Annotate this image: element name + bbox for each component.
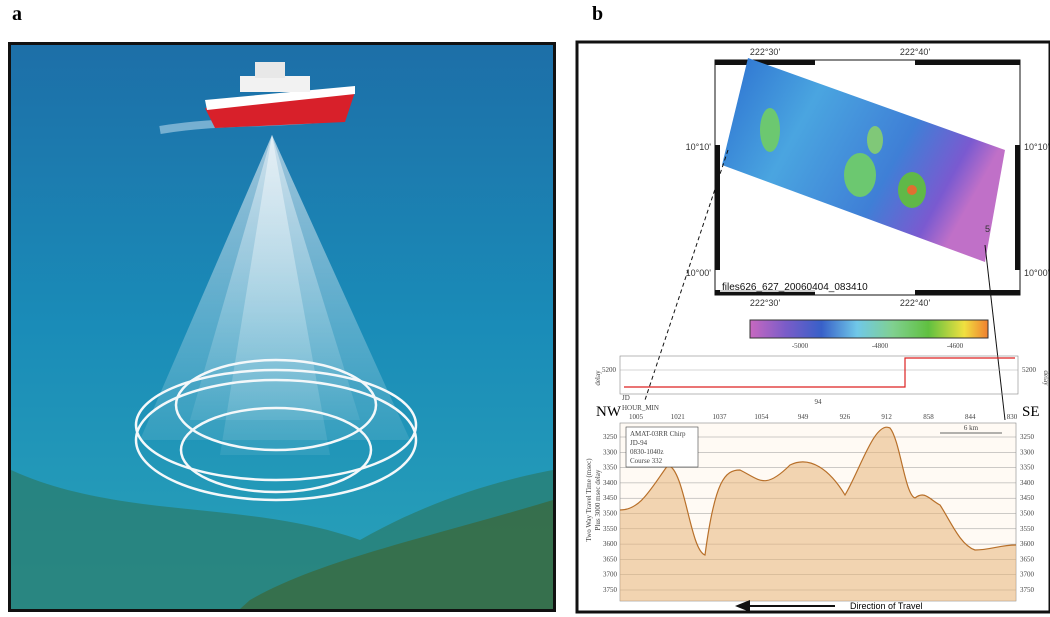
direction-nw: NW bbox=[596, 404, 622, 420]
hour-tick: 912 bbox=[881, 413, 892, 421]
hour-label: HOUR_MIN bbox=[622, 404, 659, 412]
y-tick-label: 3500 bbox=[603, 510, 618, 518]
direction-se: SE bbox=[1022, 404, 1040, 420]
y-tick-label: 3250 bbox=[603, 433, 618, 441]
hour-tick: 1021 bbox=[671, 413, 686, 421]
y-tick-label: 3650 bbox=[603, 555, 618, 563]
y-tick-label: 3650 bbox=[1020, 555, 1035, 563]
y-tick-label: 3700 bbox=[1020, 571, 1035, 579]
delay-tick: 5200 bbox=[1022, 366, 1037, 374]
delay-tick: 5200 bbox=[602, 366, 617, 374]
axis-label: Plus 3000 msec delay bbox=[594, 469, 602, 530]
lat-label: 10°10' bbox=[1024, 142, 1050, 152]
y-tick-label: 3350 bbox=[1020, 464, 1035, 472]
info-line: Course 332 bbox=[630, 457, 663, 465]
hour-tick: 926 bbox=[840, 413, 851, 421]
y-tick-label: 3400 bbox=[603, 479, 618, 487]
jd: 94 bbox=[815, 398, 823, 406]
lon-label: 222°30' bbox=[750, 47, 781, 57]
panel-label: b bbox=[592, 3, 603, 25]
y-tick-label: 3300 bbox=[603, 448, 618, 456]
marker-label: 5 bbox=[985, 224, 990, 234]
colorbar-label: -5000 bbox=[792, 342, 809, 350]
colorbar-label: -4800 bbox=[872, 342, 889, 350]
lat-label: 10°00' bbox=[1024, 268, 1050, 278]
y-tick-label: 3750 bbox=[1020, 586, 1035, 594]
hour-tick: 1054 bbox=[754, 413, 769, 421]
lon-label: 222°30' bbox=[750, 298, 781, 308]
y-tick-label: 3500 bbox=[1020, 510, 1035, 518]
hour-tick: 1037 bbox=[713, 413, 728, 421]
info-line: JD-94 bbox=[630, 439, 648, 447]
y-tick-label: 3450 bbox=[1020, 494, 1035, 502]
jd-label: JD bbox=[622, 394, 630, 402]
axis-label: Two Way Travel Time (msec) bbox=[585, 458, 593, 542]
y-tick-label: 3600 bbox=[603, 540, 618, 548]
figure: a b 5 files626_627_20060404_0834 bbox=[0, 0, 1050, 617]
scale-label: 6 km bbox=[964, 424, 979, 432]
axis-label: delay bbox=[1042, 370, 1050, 386]
lat-label: 10°10' bbox=[686, 142, 712, 152]
colorbar-label: -4600 bbox=[947, 342, 964, 350]
hour-tick: 949 bbox=[798, 413, 809, 421]
lat-label: 10°00' bbox=[686, 268, 712, 278]
y-tick-label: 3250 bbox=[1020, 433, 1035, 441]
lon-label: 222°40' bbox=[900, 47, 931, 57]
colorbar bbox=[750, 320, 988, 338]
y-tick-label: 3350 bbox=[603, 464, 618, 472]
y-tick-label: 3450 bbox=[603, 494, 618, 502]
hour-tick: 844 bbox=[965, 413, 976, 421]
y-tick-label: 3300 bbox=[1020, 448, 1035, 456]
hour-tick: 1005 bbox=[629, 413, 644, 421]
y-tick-label: 3700 bbox=[603, 571, 618, 579]
axis-label: delay bbox=[594, 370, 602, 386]
y-tick-label: 3600 bbox=[1020, 540, 1035, 548]
y-tick-label: 3550 bbox=[603, 525, 618, 533]
info-line: 0830-1040z bbox=[630, 448, 663, 456]
y-tick-label: 3400 bbox=[1020, 479, 1035, 487]
info-line: AMAT-03RR Chirp bbox=[630, 430, 686, 438]
direction-label: Direction of Travel bbox=[850, 601, 923, 611]
hour-tick: 858 bbox=[923, 413, 934, 421]
panel-label: a bbox=[12, 3, 22, 25]
lon-label: 222°40' bbox=[900, 298, 931, 308]
y-tick-label: 3550 bbox=[1020, 525, 1035, 533]
hour-tick: 830 bbox=[1007, 413, 1018, 421]
y-tick-label: 3750 bbox=[603, 586, 618, 594]
filename: files626_627_20060404_083410 bbox=[722, 282, 868, 293]
page: a b 5 files626_627_20060404_0834 bbox=[0, 0, 1050, 617]
